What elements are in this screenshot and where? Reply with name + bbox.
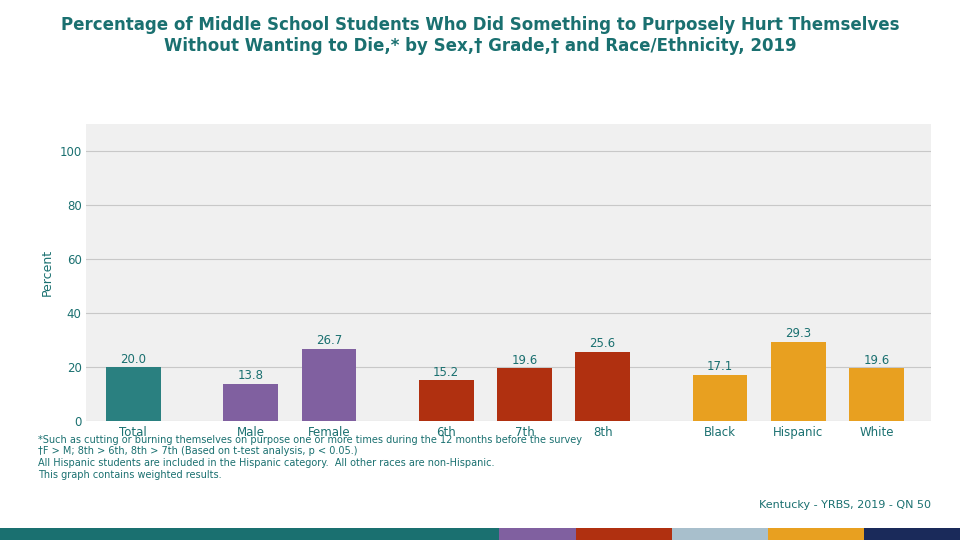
Bar [224,384,278,421]
Text: 29.3: 29.3 [785,327,811,341]
Bar [692,375,748,421]
Y-axis label: Percent: Percent [40,249,54,296]
Text: Kentucky - YRBS, 2019 - QN 50: Kentucky - YRBS, 2019 - QN 50 [759,500,931,510]
Bar [497,368,552,421]
Bar [106,367,160,421]
Text: 19.6: 19.6 [512,354,538,367]
Text: 13.8: 13.8 [238,369,264,382]
Text: Percentage of Middle School Students Who Did Something to Purposely Hurt Themsel: Percentage of Middle School Students Who… [60,16,900,55]
Bar [419,380,473,421]
Text: 26.7: 26.7 [316,334,342,348]
Bar [301,349,356,421]
Text: 19.6: 19.6 [863,354,890,367]
Text: 15.2: 15.2 [433,366,459,379]
Bar [575,352,630,421]
Bar [771,342,826,421]
Text: *Such as cutting or burning themselves on purpose one or more times during the 1: *Such as cutting or burning themselves o… [38,435,583,480]
Text: 25.6: 25.6 [589,338,615,350]
Bar [849,368,903,421]
Text: 17.1: 17.1 [707,360,733,374]
Text: 20.0: 20.0 [120,353,146,366]
